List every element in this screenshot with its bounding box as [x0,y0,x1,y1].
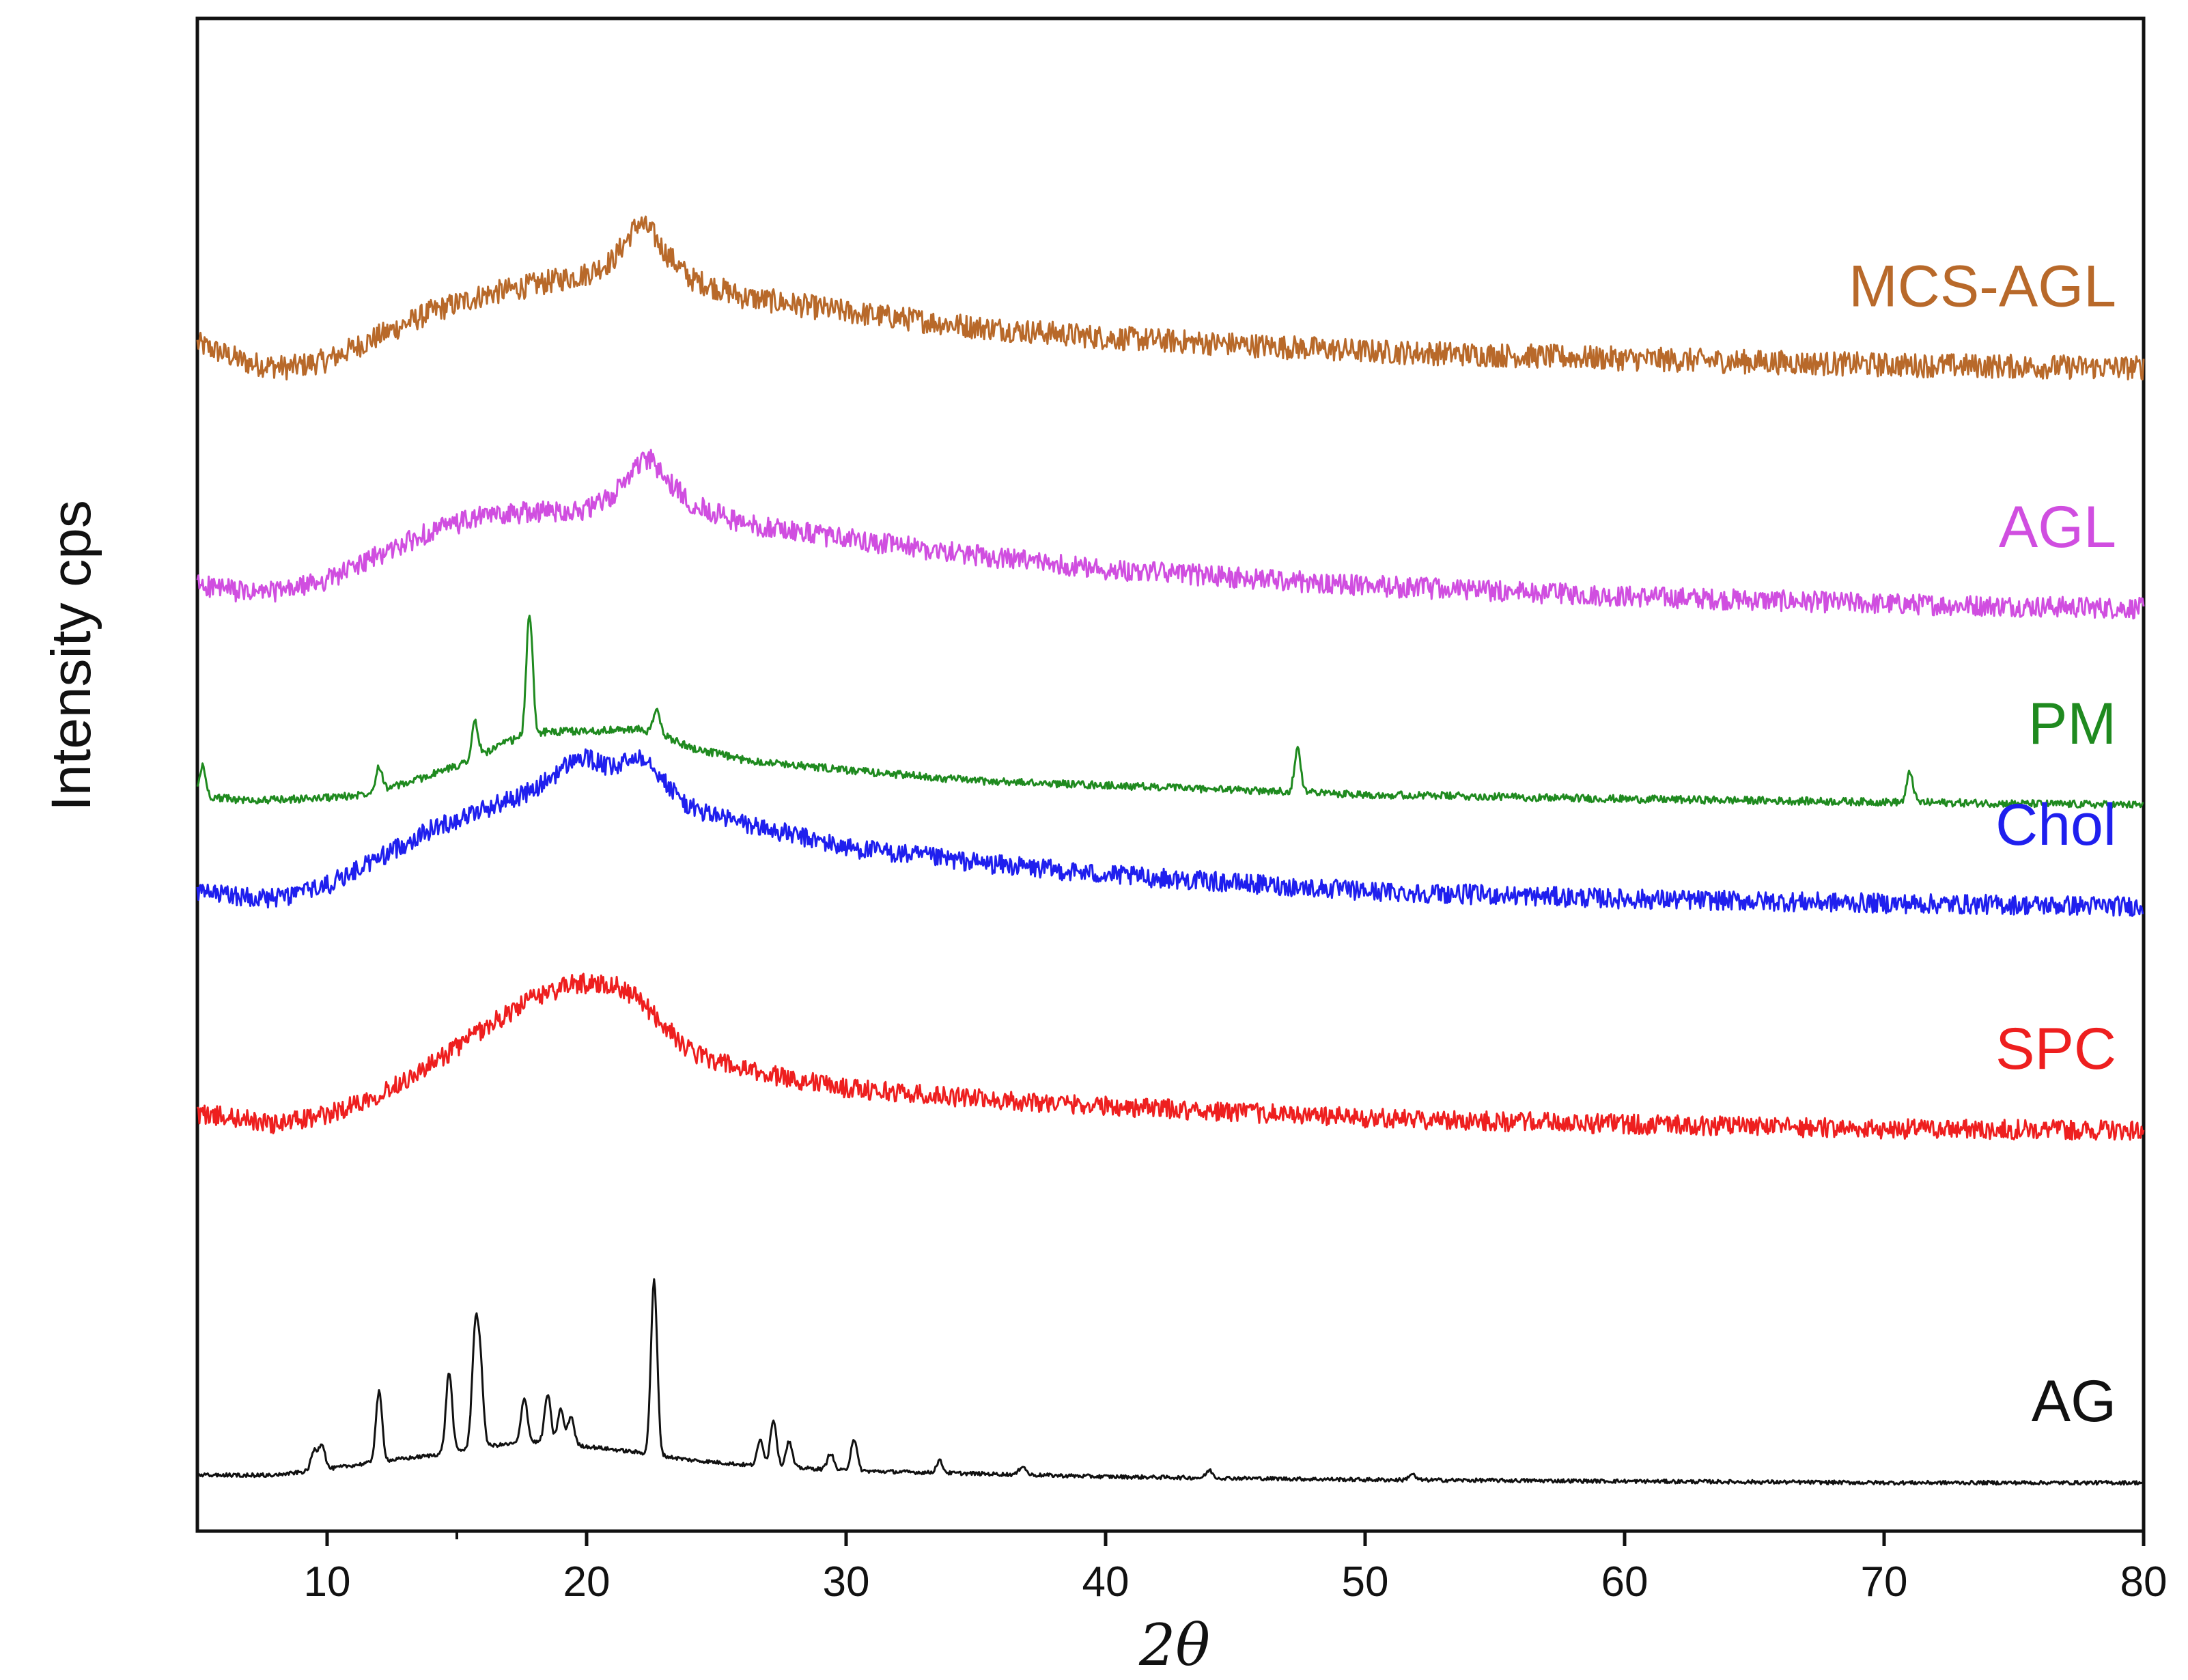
series-label-ag: AG [2032,1369,2116,1434]
x-axis: 10 20 30 40 50 60 70 80 [304,1531,2168,1606]
x-tick-label: 30 [823,1558,870,1606]
plot-frame [195,16,2146,1533]
series-label-spc: SPC [1995,1016,2116,1082]
series-label-pm: PM [2028,691,2116,757]
series-label-agl: AGL [1999,494,2116,560]
x-tick-label: 50 [1342,1558,1389,1606]
x-tick-label: 40 [1082,1558,1130,1606]
series-line-pm [196,615,2144,810]
series-label-mcs-agl: MCS-AGL [1849,254,2116,320]
series-labels: MCS-AGL AGL PM Chol SPC AG [1849,254,2116,1434]
series-line-spc [196,972,2145,1141]
x-tick-label: 20 [563,1558,611,1606]
series-line-ag [196,1278,2144,1486]
series-line-agl [196,449,2145,620]
series-layer [196,215,2145,1486]
x-tick-label: 60 [1601,1558,1649,1606]
x-tick-label: 10 [304,1558,351,1606]
x-tick-label: 70 [1861,1558,1908,1606]
series-line-chol [196,748,2144,917]
series-label-chol: Chol [1995,792,2116,858]
y-axis-label: Intensity cps [40,500,102,811]
x-axis-label: 2θ [1138,1612,1210,1679]
x-tick-label: 80 [2120,1558,2168,1606]
series-line-mcs-agl [196,215,2145,381]
